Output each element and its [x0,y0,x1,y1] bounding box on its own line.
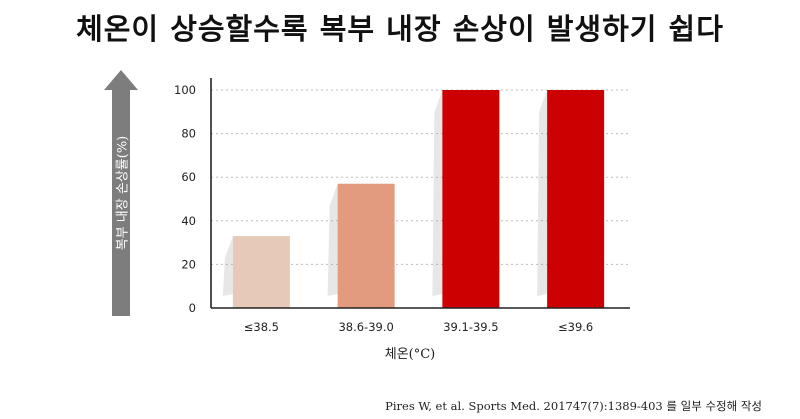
x-tick-label: ≤38.5 [244,320,279,334]
bars [232,90,605,308]
bar-shadow [432,90,443,296]
bar [232,236,290,308]
x-tick-labels: ≤38.5 38.6-39.0 39.1-39.5 ≤39.6 [244,320,594,334]
bar [337,183,395,308]
source-note: 를 일부 수정해 작성 [666,399,762,413]
bar [442,90,500,308]
y-tick-label: 80 [181,127,196,141]
y-tick-labels: 0 20 40 60 80 100 [174,83,196,315]
y-tick-label: 60 [181,170,196,184]
y-axis-label-area: 복부 내장 손상률(%) [95,68,147,318]
bar [547,90,605,308]
bar-shadow [537,90,548,296]
source-citation: Pires W, et al. Sports Med. 201747(7):13… [385,398,762,414]
y-tick-label: 100 [174,83,196,97]
y-axis-label: 복부 내장 손상률(%) [115,135,131,251]
y-tick-label: 0 [189,301,196,315]
chart-title: 체온이 상승할수록 복부 내장 손상이 발생하기 쉽다 [76,12,724,46]
bar-shadow [327,183,338,296]
y-tick-label: 20 [181,257,196,271]
x-tick-label: ≤39.6 [558,320,593,334]
x-axis-label: 체온(°C) [385,347,436,362]
y-axis-arrow [104,70,138,316]
bar-shadows [222,90,548,296]
y-tick-label: 40 [181,214,196,228]
source-reference: Pires W, et al. Sports Med. 201747(7):13… [385,399,663,413]
x-tick-label: 38.6-39.0 [338,320,393,334]
x-tick-label: 39.1-39.5 [443,320,498,334]
bar-shadow [222,236,233,296]
